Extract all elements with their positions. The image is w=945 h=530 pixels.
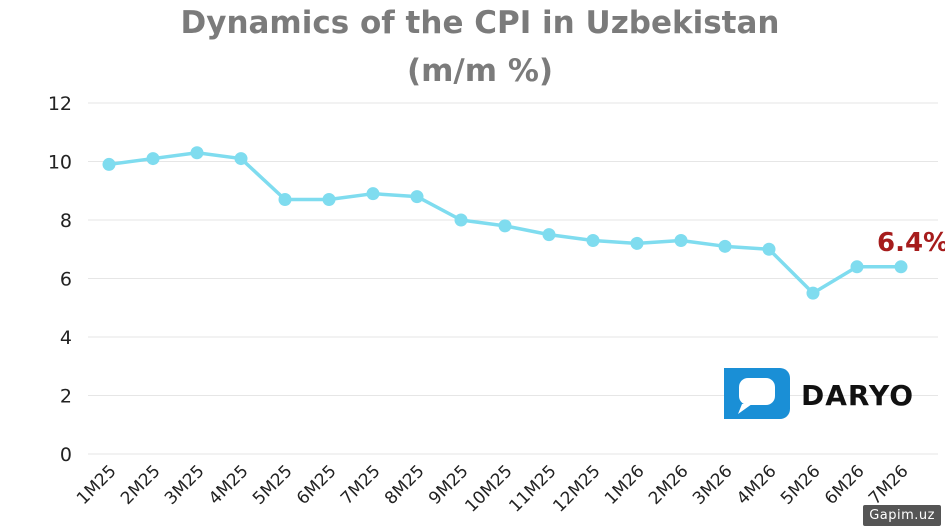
x-tick-label: 6M25 [293, 461, 340, 508]
y-tick-label: 8 [60, 210, 72, 232]
x-tick-label: 3M25 [161, 461, 208, 508]
data-point [762, 242, 776, 256]
y-tick-label: 10 [48, 152, 72, 174]
chart-title: Dynamics of the CPI in Uzbekistan [181, 5, 780, 41]
data-point [278, 193, 292, 207]
x-tick-label: 4M25 [205, 461, 252, 508]
data-point [586, 233, 600, 247]
y-tick-label: 6 [60, 269, 72, 291]
x-tick-label: 2M26 [645, 461, 692, 508]
data-point [498, 219, 512, 233]
x-tick-label: 1M26 [601, 461, 648, 508]
data-point [850, 260, 864, 274]
grid [88, 102, 938, 455]
y-tick-label: 4 [60, 327, 72, 349]
data-point [806, 286, 820, 300]
data-point [542, 228, 556, 242]
y-tick-label: 12 [48, 93, 72, 115]
x-tick-label: 5M25 [249, 461, 296, 508]
x-tick-label: 7M25 [337, 461, 384, 508]
data-points [102, 146, 908, 300]
data-point [410, 190, 424, 204]
chart-subtitle: (m/m %) [407, 53, 553, 89]
x-tick-label: 6M26 [821, 461, 868, 508]
last-value-annotation: 6.4% [877, 228, 945, 258]
x-axis-ticks: 1M252M253M254M255M256M257M258M259M2510M2… [73, 461, 912, 516]
data-point [718, 239, 732, 253]
data-point [366, 187, 380, 201]
x-tick-label: 7M26 [865, 461, 912, 508]
x-tick-label: 1M25 [73, 461, 120, 508]
data-point [234, 152, 248, 166]
data-point [102, 157, 116, 171]
x-tick-label: 5M26 [777, 461, 824, 508]
x-tick-label: 2M25 [117, 461, 164, 508]
x-tick-label: 10M25 [461, 461, 516, 516]
x-tick-label: 4M26 [733, 461, 780, 508]
data-point [630, 236, 644, 250]
data-point [146, 152, 160, 166]
daryo-logo-icon [724, 368, 790, 419]
watermark: Gapim.uz [863, 505, 941, 526]
data-point [190, 146, 204, 160]
x-tick-label: 3M26 [689, 461, 736, 508]
x-tick-label: 11M25 [505, 461, 560, 516]
data-point [674, 233, 688, 247]
data-point [322, 193, 336, 207]
y-tick-label: 2 [60, 386, 72, 408]
data-point [454, 213, 468, 227]
x-tick-label: 8M25 [381, 461, 428, 508]
y-tick-label: 0 [60, 444, 72, 466]
x-tick-label: 12M25 [549, 461, 604, 516]
daryo-logo-text: DARYO [801, 379, 914, 412]
daryo-logo: DARYO [724, 368, 914, 419]
y-axis-ticks: 0 2 4 6 8 10 12 [48, 93, 72, 466]
data-point [894, 260, 908, 274]
